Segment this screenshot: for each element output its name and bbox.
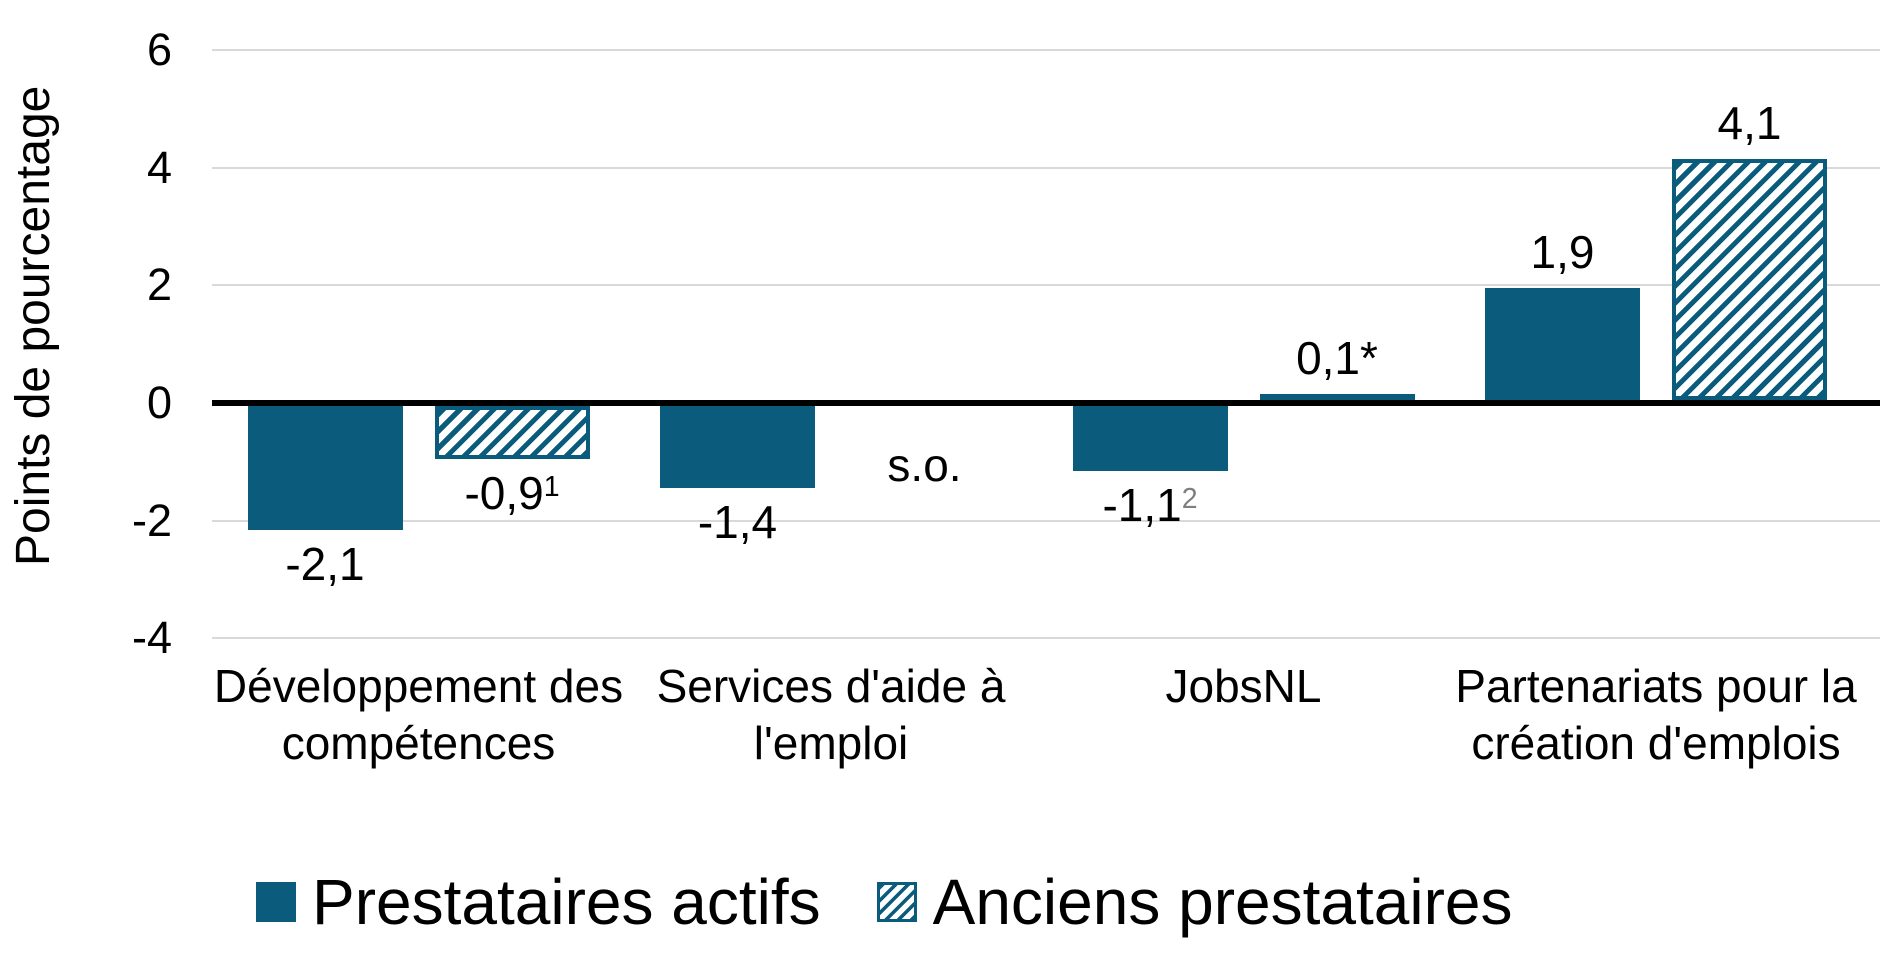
legend-swatch-hatched xyxy=(876,882,917,922)
bar-value-label: s.o. xyxy=(887,439,962,491)
x-category-label: JobsNL xyxy=(1165,660,1322,712)
bar-hatched xyxy=(434,406,590,459)
footnote-marker: 2 xyxy=(1181,482,1198,515)
x-category-label: Services d'aide à l'emploi xyxy=(656,660,1006,769)
x-category-label: Développement des compétences xyxy=(213,660,624,769)
bar-hatched xyxy=(1672,158,1827,400)
legend-item: Anciens prestataires xyxy=(876,866,1513,938)
bar-solid xyxy=(247,406,403,530)
bar-value-label: -0,91 xyxy=(464,466,560,519)
x-axis-line xyxy=(212,400,1880,406)
bar-solid xyxy=(1485,288,1640,400)
y-tick-label: 6 xyxy=(146,23,172,75)
bar-solid xyxy=(1072,406,1228,471)
gridline xyxy=(212,48,1880,51)
bar-value-label: 1,9 xyxy=(1530,226,1595,279)
footnote-marker: 1 xyxy=(543,471,560,504)
y-tick-label: 2 xyxy=(146,259,172,311)
legend-item: Prestataires actifs xyxy=(256,866,821,938)
legend-label: Anciens prestataires xyxy=(932,866,1513,938)
y-tick-label: -2 xyxy=(131,494,172,546)
bar-value-label: -2,1 xyxy=(285,537,365,590)
gridline xyxy=(212,519,1880,522)
gridline xyxy=(212,284,1880,287)
plot-area: -2,1 -1,4 -1,12 1,9 -0,91 s.o. 0,1* 4,1 xyxy=(212,48,1880,640)
y-tick-label: 4 xyxy=(146,141,172,193)
x-category-label: Partenariats pour la création d'emplois xyxy=(1455,660,1857,769)
legend-swatch-solid xyxy=(256,882,296,922)
bar-value-label: -1,12 xyxy=(1102,478,1198,531)
bar-value-label: -1,4 xyxy=(697,496,778,549)
y-tick-label: -4 xyxy=(131,612,172,664)
gridline xyxy=(212,637,1880,640)
y-axis-ticks: 6 4 2 0 -2 -4 xyxy=(0,0,172,700)
y-tick-label: 0 xyxy=(146,377,172,428)
legend-label: Prestataires actifs xyxy=(312,866,821,938)
x-axis-labels: Développement des compétences Services d'… xyxy=(0,658,1891,828)
bar-value-label: 4,1 xyxy=(1717,96,1782,149)
bar-solid xyxy=(660,406,815,489)
bar-value-label: 0,1* xyxy=(1296,332,1378,385)
legend: Prestataires actifs Anciens prestataires xyxy=(256,866,1512,938)
gridline xyxy=(212,166,1880,169)
